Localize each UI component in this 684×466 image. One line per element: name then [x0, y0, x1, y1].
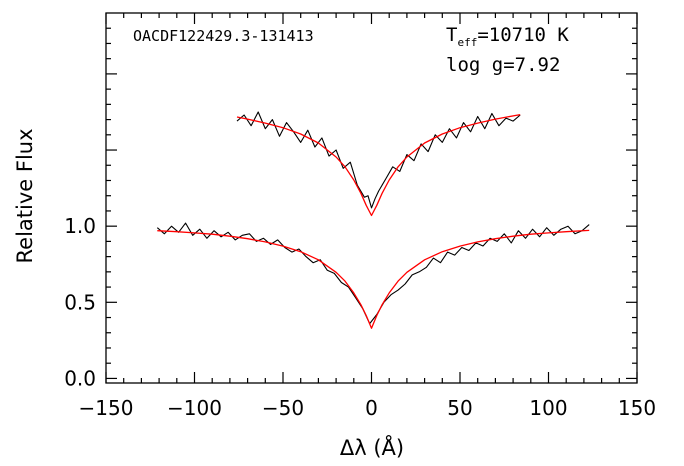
y-tick-label: 0.0 — [64, 366, 96, 390]
x-tick-label: −100 — [167, 396, 222, 420]
y-tick-label: 1.0 — [64, 214, 96, 238]
x-tick-label: 50 — [447, 396, 472, 420]
model-fit-line-3 — [236, 113, 521, 217]
x-tick-label: −50 — [262, 396, 304, 420]
x-tick-label: 100 — [529, 396, 567, 420]
plot-frame — [105, 12, 638, 384]
y-axis-label: Relative Flux — [13, 128, 37, 263]
teff-value: =10710 K — [477, 24, 569, 46]
observed-spectrum-line-0 — [156, 222, 590, 325]
teff-subscript: eff — [457, 36, 477, 49]
x-tick-label: 0 — [365, 396, 378, 420]
object-name-label: OACDF122429.3-131413 — [133, 27, 314, 45]
logg-annotation: log g=7.92 — [446, 54, 560, 76]
teff-symbol: T — [446, 24, 457, 46]
x-axis-label: Δλ (Å) — [340, 434, 404, 460]
teff-annotation: Teff=10710 K — [446, 24, 569, 49]
spectrum-curves — [156, 111, 590, 329]
y-tick-label: 0.5 — [64, 290, 96, 314]
x-tick-label: −150 — [79, 396, 134, 420]
observed-spectrum-line-2 — [236, 111, 521, 209]
model-fit-line-1 — [157, 229, 590, 329]
x-tick-label: 150 — [618, 396, 656, 420]
tick-labels: −150 −100 −50 0 50 100 150 0.0 0.5 1.0 — [64, 214, 656, 420]
